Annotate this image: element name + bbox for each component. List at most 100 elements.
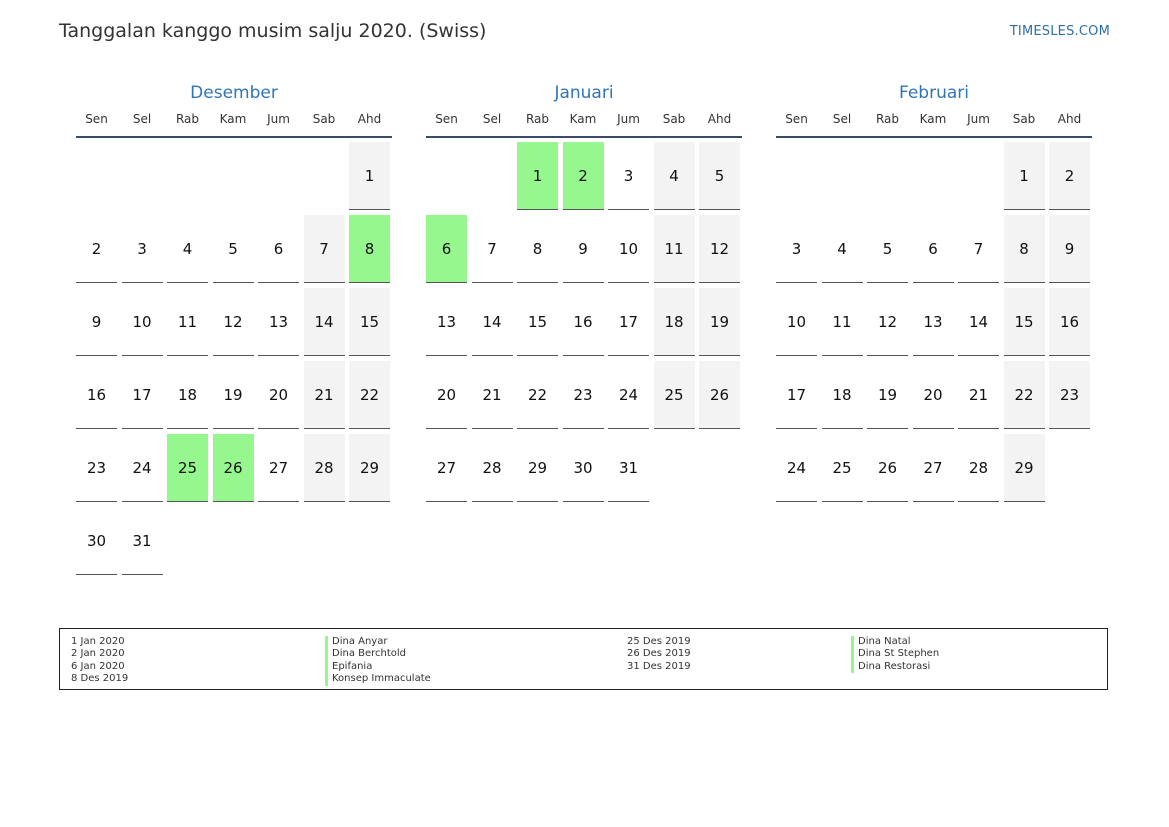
weekday-header: Sen Sel Rab Kam Jum Sab Ahd [76, 106, 392, 132]
day-cell: 15 [349, 288, 390, 356]
weekday-label: Jum [617, 112, 640, 126]
day-cell: 24 [121, 434, 163, 502]
holiday-legend: 1 Jan 2020 2 Jan 2020 6 Jan 2020 8 Des 2… [59, 628, 1108, 690]
day-cell: 13 [426, 288, 467, 356]
empty-day-cell [122, 142, 163, 210]
weekday-label: Sen [785, 112, 808, 126]
day-cell: 28 [471, 434, 513, 502]
weekday-label: Ahd [707, 112, 732, 126]
day-cell: 11 [821, 288, 863, 356]
day-cell: 7 [958, 215, 999, 283]
day-cell: 14 [471, 288, 513, 356]
day-cell: 29 [517, 434, 558, 502]
day-cell: 25 [821, 434, 863, 502]
day-cell: 10 [608, 215, 649, 283]
empty-day-cell [167, 142, 208, 210]
weekday-label: Ahd [357, 112, 382, 126]
legend-holiday-name: Konsep Immaculate [325, 673, 431, 686]
weekday-label: Sel [132, 112, 152, 126]
day-cell: 15 [517, 288, 558, 356]
day-cell: 30 [76, 507, 117, 575]
day-cell: 23 [562, 361, 604, 429]
holiday-day-cell: 6 [426, 215, 467, 283]
weekday-label: Ahd [1057, 112, 1082, 126]
weekday-label: Sel [832, 112, 852, 126]
legend-holiday-name: Dina Anyar [325, 636, 431, 649]
legend-holiday-name: Dina Restorasi [851, 660, 939, 674]
legend-date: 2 Jan 2020 [71, 648, 125, 660]
day-cell: 12 [867, 288, 908, 356]
day-cell: 4 [821, 215, 863, 283]
legend-date: 25 Des 2019 [627, 636, 691, 647]
day-cell: 29 [1003, 434, 1045, 502]
day-cell: 16 [1049, 288, 1090, 356]
weekday-label: Sab [312, 112, 336, 126]
day-cell: 3 [776, 215, 817, 283]
day-cell: 7 [471, 215, 513, 283]
day-cell: 3 [608, 142, 649, 210]
day-grid: 1 2 3 4 5 6 7 8 9 10 11 12 13 14 15 16 17 18 19 20 21 22 23 24 2… [426, 142, 742, 502]
weekday-label: Sab [662, 112, 686, 126]
day-cell: 10 [121, 288, 163, 356]
site-link[interactable]: TIMESLES.COM [1009, 24, 1110, 39]
day-cell: 28 [958, 434, 999, 502]
day-cell: 26 [699, 361, 740, 429]
day-cell: 12 [699, 215, 740, 283]
weekday-label: Jum [267, 112, 290, 126]
day-cell: 20 [426, 361, 467, 429]
weekday-label: Sen [85, 112, 108, 126]
day-cell: 27 [912, 434, 954, 502]
legend-date: 26 Des 2019 [627, 648, 691, 660]
weekday-label: Kam [219, 112, 247, 126]
holiday-day-cell: 2 [562, 142, 604, 210]
day-cell: 26 [867, 434, 908, 502]
day-cell: 6 [258, 215, 299, 283]
day-cell: 1 [1003, 142, 1045, 210]
day-cell: 9 [562, 215, 604, 283]
day-cell: 8 [1003, 215, 1045, 283]
header-divider [776, 136, 1092, 138]
month-title: Desember [190, 83, 278, 103]
weekday-label: Kam [919, 112, 947, 126]
day-cell: 11 [167, 288, 208, 356]
day-cell: 20 [258, 361, 299, 429]
legend-names-col-2: Dina Natal Dina St Stephen Dina Restoras… [851, 636, 939, 674]
day-cell: 2 [1049, 142, 1090, 210]
day-cell: 31 [608, 434, 649, 502]
weekday-header: Sen Sel Rab Kam Jum Sab Ahd [426, 106, 742, 132]
holiday-day-cell: 1 [517, 142, 558, 210]
day-cell: 16 [76, 361, 117, 429]
day-cell: 2 [76, 215, 117, 283]
weekday-label: Jum [967, 112, 990, 126]
month-title: Januari [554, 83, 614, 103]
day-grid: 1 2 3 4 5 6 7 8 9 10 11 12 13 14 15 16 17 18 19 20 21 22 23 24 2… [76, 142, 392, 575]
empty-day-cell [958, 142, 999, 210]
day-cell: 30 [562, 434, 604, 502]
day-cell: 18 [167, 361, 208, 429]
day-cell: 3 [121, 215, 163, 283]
day-cell: 4 [653, 142, 695, 210]
empty-day-cell [822, 142, 863, 210]
day-cell: 20 [912, 361, 954, 429]
day-cell: 24 [776, 434, 817, 502]
day-cell: 12 [212, 288, 254, 356]
page-title: Tanggalan kanggo musim salju 2020. (Swis… [59, 20, 487, 42]
day-cell: 16 [562, 288, 604, 356]
header-divider [426, 136, 742, 138]
day-cell: 13 [258, 288, 299, 356]
day-cell: 21 [958, 361, 999, 429]
day-cell: 14 [958, 288, 999, 356]
day-cell: 17 [608, 288, 649, 356]
day-cell: 25 [653, 361, 695, 429]
day-cell: 5 [699, 142, 740, 210]
day-cell: 14 [303, 288, 345, 356]
legend-holiday-name: Dina Natal [851, 636, 939, 649]
empty-day-cell [867, 142, 908, 210]
day-cell: 23 [1049, 361, 1090, 429]
day-cell: 29 [349, 434, 390, 502]
weekday-label: Sel [482, 112, 502, 126]
day-cell: 11 [653, 215, 695, 283]
day-cell: 19 [867, 361, 908, 429]
